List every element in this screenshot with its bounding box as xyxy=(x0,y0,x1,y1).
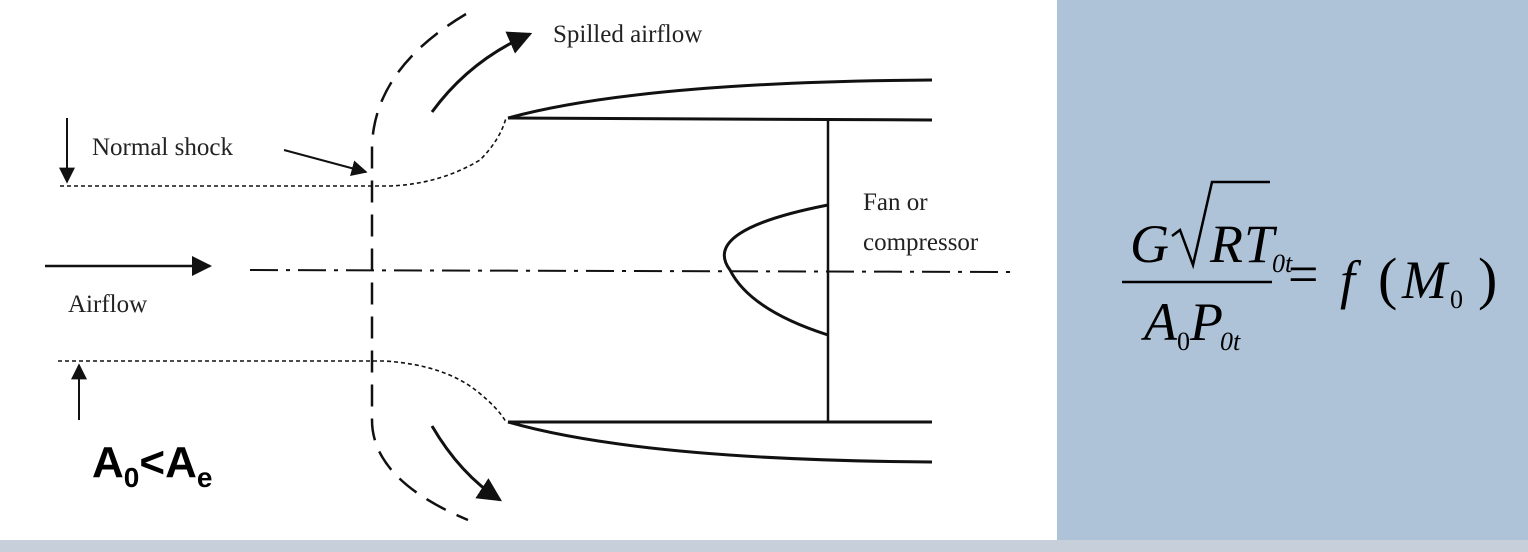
upper-nacelle-inner xyxy=(507,116,933,122)
eq-sub-0t-top: 0t xyxy=(1272,249,1293,278)
eq-lparen: ( xyxy=(1378,246,1397,311)
normal-shock-leader xyxy=(283,149,368,176)
equation-panel xyxy=(1057,0,1528,552)
eq-sub-M0: 0 xyxy=(1450,285,1463,314)
inlet-diagram xyxy=(45,12,1011,522)
spilled-airflow-arrow-top xyxy=(430,31,533,113)
eq-P: P xyxy=(1189,292,1223,352)
spilled-airflow-label: Spilled airflow xyxy=(553,21,702,48)
eq-T: T xyxy=(1244,214,1278,274)
eq-sub-0: 0 xyxy=(1177,327,1190,356)
eq-equals: = xyxy=(1288,244,1318,304)
centerline xyxy=(249,269,1011,273)
footer-band xyxy=(0,540,1528,552)
mass-flow-equation: G R T 0t A 0 P 0t = f ( M 0 ) xyxy=(1122,180,1497,356)
spinner-icon xyxy=(723,203,829,337)
eq-rparen: ) xyxy=(1478,246,1497,311)
lower-streamtube xyxy=(58,360,507,423)
upper-nacelle-outer xyxy=(507,78,933,120)
spilled-airflow-arrow-bottom xyxy=(430,425,503,502)
eq-G: G xyxy=(1130,214,1169,274)
normal-shock-curve xyxy=(370,12,469,522)
upper-streamtube xyxy=(60,117,507,187)
eq-R: R xyxy=(1209,214,1243,274)
area-relation: A0<Ae xyxy=(92,438,212,493)
fan-label-line1: Fan or xyxy=(863,189,928,216)
eq-sub-0t-bottom: 0t xyxy=(1220,327,1241,356)
sqrt-icon xyxy=(1171,180,1270,270)
eq-M: M xyxy=(1401,250,1450,310)
lower-nacelle-outer xyxy=(507,420,933,464)
normal-shock-label: Normal shock xyxy=(92,134,233,161)
airflow-label: Airflow xyxy=(68,291,147,318)
eq-A: A xyxy=(1141,292,1178,352)
fan-label-line2: compressor xyxy=(863,229,979,256)
